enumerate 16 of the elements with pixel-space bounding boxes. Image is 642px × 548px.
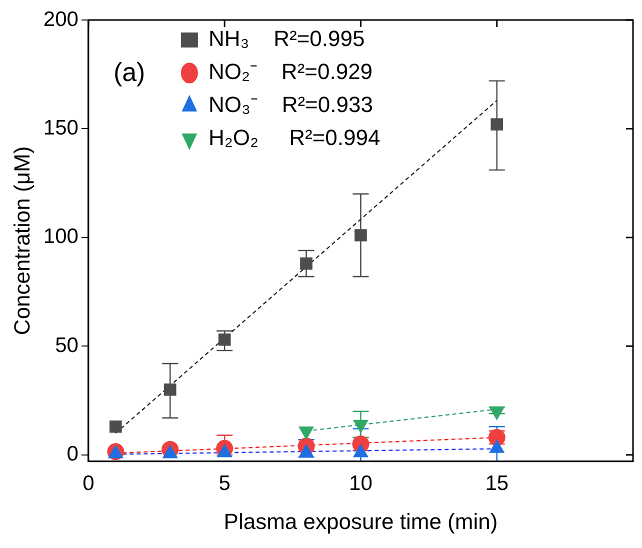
x-tick-label: 5: [218, 472, 230, 495]
legend-label: NH₃ R²=0.995: [208, 26, 365, 52]
y-tick-label: 50: [55, 334, 78, 357]
x-tick-label: 10: [349, 472, 372, 495]
x-axis-title: Plasma exposure time (min): [224, 508, 498, 534]
y-tick-label: 150: [43, 116, 78, 140]
legend-label: NO₂⁻ R²=0.929: [208, 59, 373, 84]
y-tick-label: 100: [43, 225, 78, 248]
annotation: (a): [113, 57, 146, 88]
legend-label: H₂O₂ R²=0.994: [208, 125, 380, 150]
x-tick-label: 0: [82, 472, 94, 495]
y-axis-title: Concentration (μM): [9, 146, 34, 336]
y-tick-label: 200: [43, 8, 78, 31]
y-tick-label: 0: [66, 442, 78, 466]
x-tick-label: 15: [485, 472, 509, 495]
legend-label: NO₃⁻ R²=0.933: [208, 92, 373, 118]
